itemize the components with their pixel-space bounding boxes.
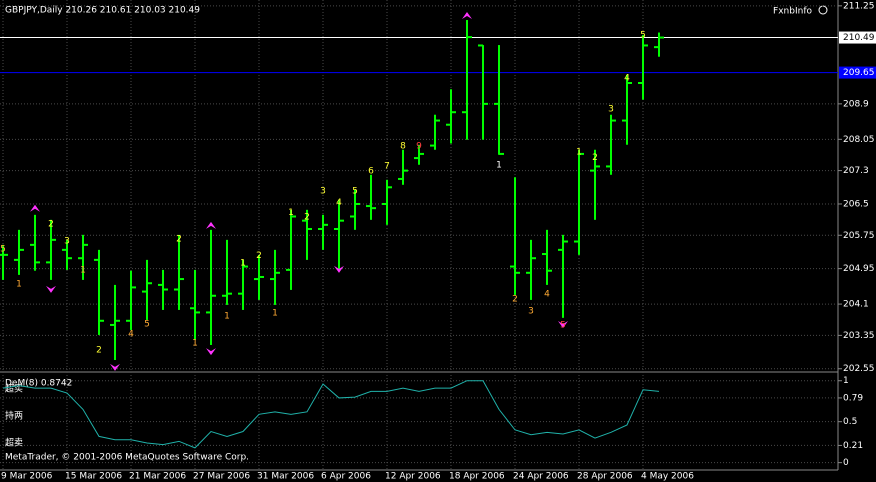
y-tick-label: 207.3 [843,166,869,176]
count-label: 3 [64,237,70,247]
count-label: 2 [176,235,182,245]
count-label: 1 [496,160,502,170]
fractal-up [206,221,216,229]
count-label: 2 [48,220,54,230]
x-tick-label: 18 Apr 2006 [449,472,505,482]
count-label: 6 [368,167,374,177]
count-label: 5 [144,320,150,330]
y-tick-label: 0.21 [843,441,863,451]
y-tick-label: 0 [843,458,849,468]
y-tick-label: 0.5 [843,417,857,427]
x-tick-label: 31 Mar 2006 [257,472,314,482]
y-tick-label: 206.5 [843,199,869,209]
y-tick-label: 204.1 [843,300,869,310]
indicator-title: DeM(8) 0.8742 [5,379,72,389]
count-label: 4 [624,74,630,84]
x-tick-label: 6 Apr 2006 [321,472,371,482]
fractal-up [30,204,40,212]
price-label: 209.65 [843,68,875,78]
count-label: 7 [384,162,390,172]
count-label: 1 [576,147,582,157]
count-label: 2 [512,295,518,305]
count-label: 4 [544,290,550,300]
fractal-down [206,348,216,356]
chart-title: GBPJPY,Daily 210.26 210.61 210.03 210.49 [5,6,200,16]
count-label: 3 [320,187,326,197]
price-box [839,66,876,79]
count-label: 1 [80,265,86,275]
indicator-line [2,380,660,449]
count-label: 2 [592,153,598,163]
level-label: 持两 [5,409,23,421]
fractal-up [462,12,472,20]
count-label: 1 [272,308,278,318]
level-label: 超卖 [5,436,23,448]
bid-label: 210.49 [843,33,875,43]
count-label: 5 [560,320,566,330]
count-label: 5 [640,31,646,41]
x-tick-label: 4 May 2006 [641,472,694,482]
count-label: 1 [288,208,294,218]
count-label: 8 [400,141,406,151]
count-label: 1 [240,258,246,268]
count-label: 2 [304,212,310,222]
count-label: 4 [128,330,134,340]
fractal-down [558,320,568,328]
count-label: 2 [96,345,102,355]
bid-box [839,31,876,44]
count-label: 1 [224,311,230,321]
count-label: 5 [352,187,358,197]
y-tick-label: 204.95 [843,264,875,274]
x-tick-label: 15 Mar 2006 [65,472,122,482]
watermark: FxnbInfo [773,7,812,17]
fractal-down [334,265,344,273]
y-tick-label: 208.05 [843,135,875,145]
count-label: 5 [0,245,6,255]
y-tick-label: 211.25 [843,1,875,11]
y-tick-label: 205.75 [843,231,875,241]
count-label: 2 [256,251,262,261]
x-tick-label: 24 Apr 2006 [513,472,569,482]
count-label: 1 [192,338,198,348]
x-tick-label: 9 Mar 2006 [1,472,53,482]
count-label: 4 [336,198,342,208]
footer: MetaTrader, © 2001-2006 MetaQuotes Softw… [5,453,249,463]
count-label: 1 [16,280,22,290]
x-tick-label: 28 Apr 2006 [577,472,633,482]
y-tick-label: 202.55 [843,364,875,374]
x-tick-label: 12 Apr 2006 [385,472,441,482]
count-label: 3 [608,104,614,114]
y-tick-label: 1 [843,376,849,386]
count-label: 3 [528,306,534,316]
x-tick-label: 27 Mar 2006 [193,472,250,482]
fractal-down [46,285,56,293]
y-tick-label: 208.9 [843,99,869,109]
fractal-down [110,363,120,371]
y-tick-label: 0.79 [843,393,863,403]
x-tick-label: 21 Mar 2006 [129,472,186,482]
y-tick-label: 203.35 [843,331,875,341]
count-label: 9 [416,141,422,151]
